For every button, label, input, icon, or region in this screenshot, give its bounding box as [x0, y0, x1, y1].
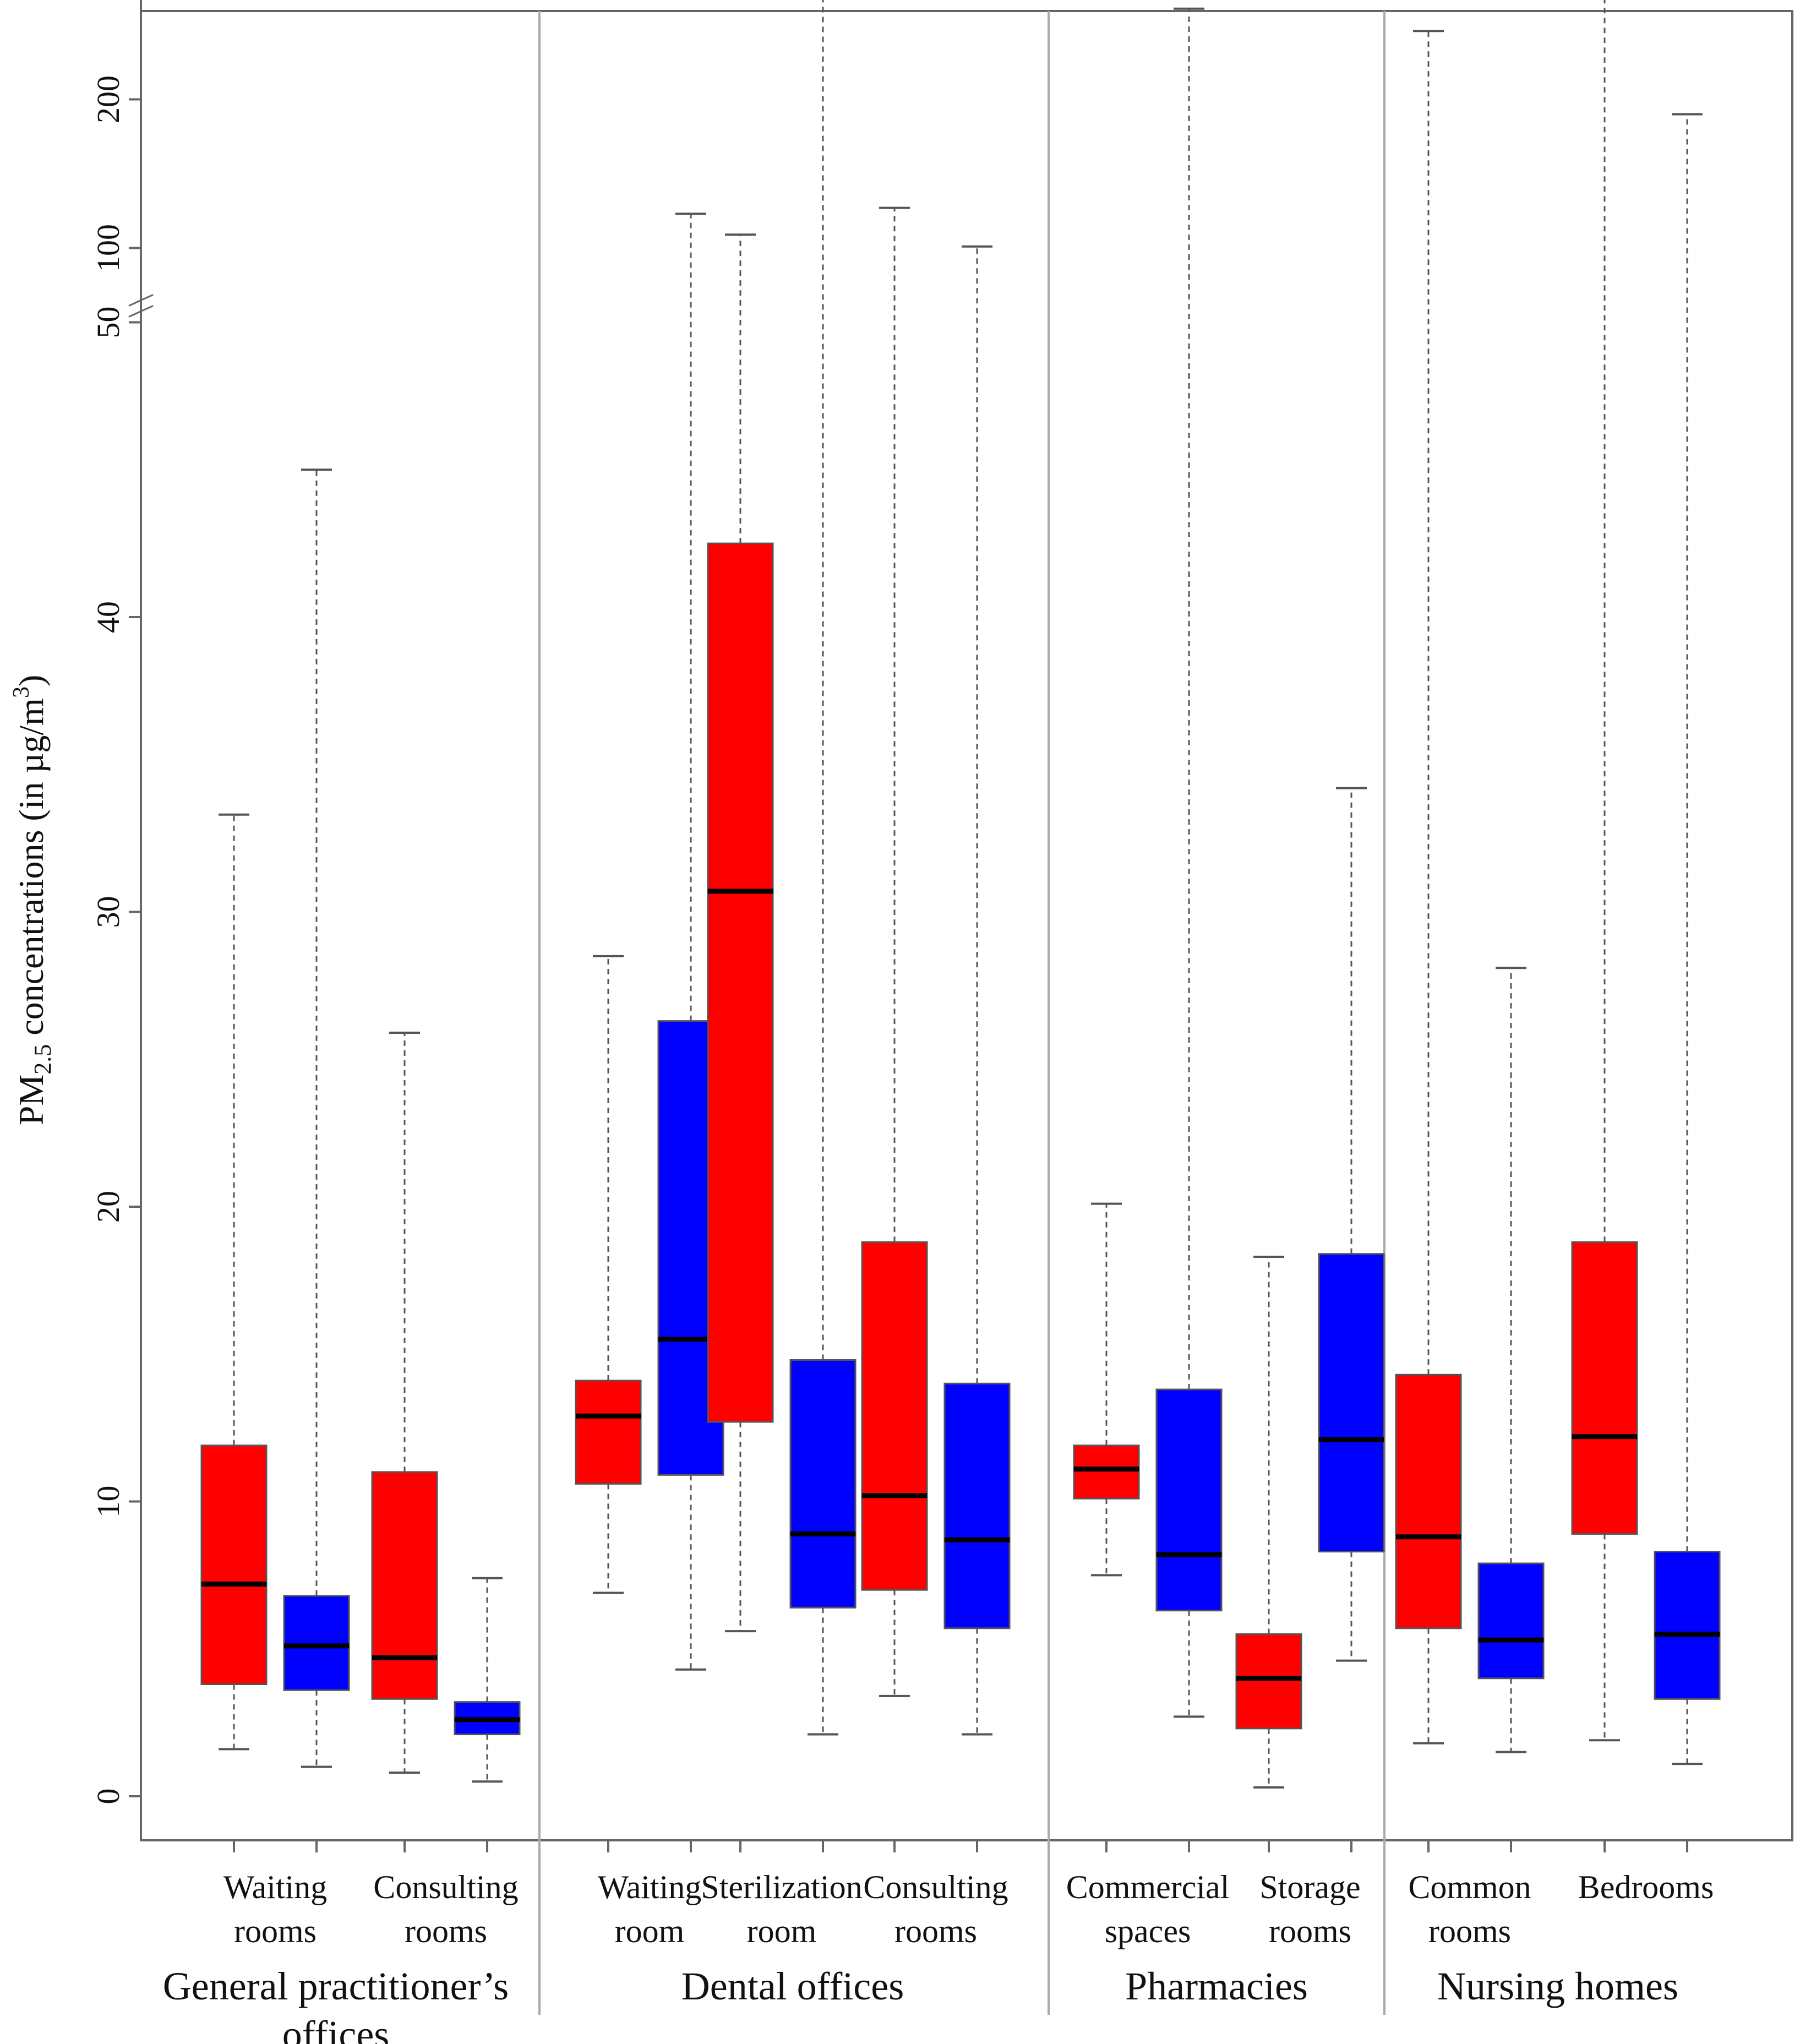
y-tick-label: 100 [90, 224, 126, 272]
y-tick-label: 50 [90, 307, 126, 339]
y-tick-label: 20 [90, 1191, 126, 1223]
box-iqr [283, 1595, 350, 1691]
box-iqr [200, 1445, 268, 1686]
category-label: Consulting [373, 1869, 518, 1905]
category-label: Bedrooms [1578, 1869, 1714, 1905]
box-blue [454, 1577, 521, 1783]
category-label: Waiting [223, 1869, 327, 1905]
box-iqr [1654, 1551, 1721, 1700]
box-iqr [1395, 1373, 1462, 1629]
category-label: rooms [405, 1913, 487, 1949]
box-iqr [1571, 1241, 1638, 1535]
box-iqr [861, 1241, 928, 1591]
category-label: Commercial [1066, 1869, 1230, 1905]
category-label: Storage [1259, 1869, 1360, 1905]
box-red [707, 233, 774, 1633]
category-label: rooms [234, 1913, 317, 1949]
box-red [861, 206, 928, 1697]
box-blue [1318, 787, 1385, 1662]
box-iqr [371, 1471, 438, 1700]
group-label: offices [282, 2013, 390, 2044]
box-red [1073, 1202, 1140, 1577]
category-label: spaces [1105, 1913, 1191, 1949]
box-red [1235, 1256, 1302, 1789]
category-label: Waiting [598, 1869, 701, 1905]
y-axis: 01020304050100200300400500600700 [90, 0, 154, 1805]
y-axis-break-mark [128, 294, 154, 307]
box-iqr [575, 1380, 642, 1485]
box-blue [283, 468, 350, 1768]
y-tick-label: 200 [90, 75, 126, 123]
group-label: Dental offices [681, 1964, 904, 2008]
box-red [575, 955, 642, 1594]
box-blue [789, 0, 857, 1736]
y-axis-break-mark [128, 305, 154, 318]
box-series [200, 0, 1721, 1789]
group-label: Nursing homes [1437, 1964, 1678, 2008]
box-iqr [943, 1382, 1011, 1629]
box-iqr [1318, 1253, 1385, 1553]
box-red [1395, 30, 1462, 1745]
box-blue [1477, 967, 1545, 1753]
box-blue [1654, 113, 1721, 1765]
y-tick-label: 40 [90, 601, 126, 633]
box-iqr [1235, 1633, 1302, 1730]
box-red [200, 813, 268, 1751]
category-label: Common [1408, 1869, 1531, 1905]
category-label: room [615, 1913, 685, 1949]
category-label: rooms [1428, 1913, 1511, 1949]
category-label: room [747, 1913, 817, 1949]
group-label: Pharmacies [1125, 1964, 1308, 2008]
y-axis-title: PM2.5 concentrations (in µg/m3) [9, 675, 56, 1126]
box-red [371, 1032, 438, 1774]
category-label: rooms [894, 1913, 977, 1949]
box-iqr [1073, 1445, 1140, 1500]
group-separators [538, 11, 1386, 2015]
box-blue [1155, 7, 1223, 1718]
group-label: General practitioner’s [163, 1964, 509, 2008]
x-axis-labels: Waiting rooms Consulting rooms Waiting room St… [163, 1840, 1714, 2044]
box-iqr [789, 1359, 857, 1609]
category-label: Sterilization [701, 1869, 862, 1905]
box-red [1571, 0, 1638, 1742]
category-label: Consulting [863, 1869, 1008, 1905]
box-iqr [1155, 1388, 1223, 1612]
y-tick-label: 30 [90, 896, 126, 928]
box-iqr [1477, 1562, 1545, 1680]
box-blue [943, 245, 1011, 1736]
y-tick-label: 0 [90, 1789, 126, 1805]
box-iqr [707, 542, 774, 1423]
category-label: rooms [1269, 1913, 1351, 1949]
y-tick-label: 10 [90, 1486, 126, 1518]
